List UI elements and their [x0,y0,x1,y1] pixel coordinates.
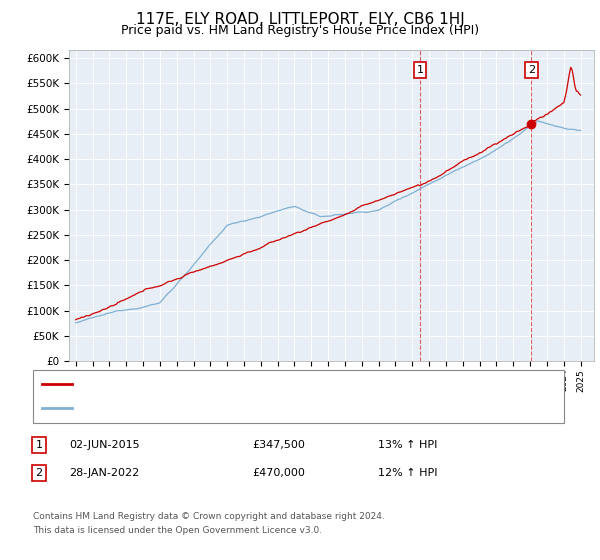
Text: Contains HM Land Registry data © Crown copyright and database right 2024.
This d: Contains HM Land Registry data © Crown c… [33,512,385,535]
Text: 12% ↑ HPI: 12% ↑ HPI [378,468,437,478]
Text: HPI: Average price, detached house, East Cambridgeshire: HPI: Average price, detached house, East… [78,403,380,413]
Text: 117E, ELY ROAD, LITTLEPORT, ELY, CB6 1HJ: 117E, ELY ROAD, LITTLEPORT, ELY, CB6 1HJ [136,12,464,27]
Text: 1: 1 [416,65,424,75]
Text: 1: 1 [35,440,43,450]
Text: £470,000: £470,000 [252,468,305,478]
Text: 117E, ELY ROAD, LITTLEPORT, ELY, CB6 1HJ (detached house): 117E, ELY ROAD, LITTLEPORT, ELY, CB6 1HJ… [78,380,396,390]
Text: 28-JAN-2022: 28-JAN-2022 [69,468,139,478]
Text: Price paid vs. HM Land Registry's House Price Index (HPI): Price paid vs. HM Land Registry's House … [121,24,479,37]
Text: 02-JUN-2015: 02-JUN-2015 [69,440,140,450]
Text: 2: 2 [528,65,535,75]
Text: £347,500: £347,500 [252,440,305,450]
Text: 2: 2 [35,468,43,478]
Text: 13% ↑ HPI: 13% ↑ HPI [378,440,437,450]
